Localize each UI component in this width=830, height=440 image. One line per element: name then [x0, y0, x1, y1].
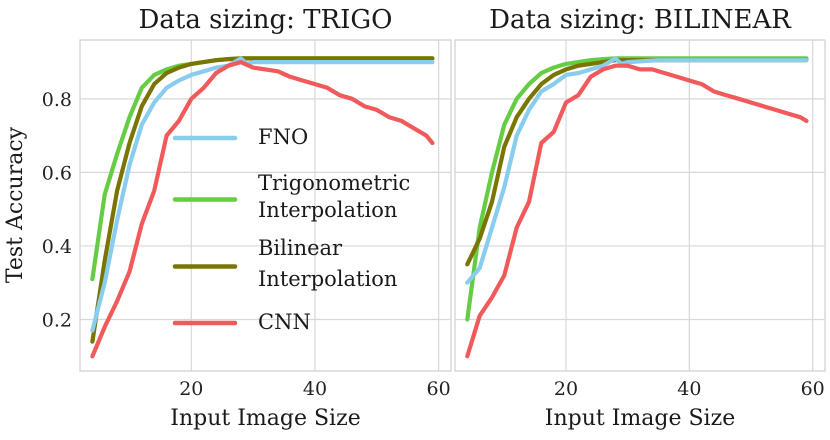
legend-label: Trigonometric: [258, 171, 410, 195]
x-tick-label: 40: [303, 378, 327, 400]
legend-label: Interpolation: [258, 267, 397, 291]
series-line-cnn: [90, 59, 435, 359]
y-tick-label: 0.2: [42, 310, 72, 332]
y-tick-label: 0.6: [42, 162, 72, 184]
chart-title: Data sizing: TRIGO: [139, 5, 393, 35]
legend-entry: CNN: [172, 310, 311, 334]
y-tick-label: 0.8: [42, 89, 72, 111]
chart-panel-2: 20 40 60 Data sizing: BILINEAR Input Image S…: [454, 5, 826, 431]
chart-panel-1: 20 40 60 0.2 0.4 0.6 0.8 Data sizing: TRIGO Inpu…: [42, 5, 452, 431]
x-tick-label: 60: [801, 378, 825, 400]
legend: FNO Trigonometric Interpolation Bilinear Int…: [172, 125, 410, 334]
legend-entry: FNO: [172, 125, 308, 149]
chart-title: Data sizing: BILINEAR: [489, 5, 792, 35]
plot-area: [79, 39, 452, 372]
series-line-fno: [90, 56, 435, 333]
x-axis-label: Input Image Size: [170, 406, 360, 431]
y-axis-label: Test Accuracy: [3, 126, 28, 283]
x-tick-label: 60: [427, 378, 451, 400]
legend-label: FNO: [258, 125, 308, 149]
x-tick-label: 20: [179, 378, 203, 400]
legend-entry: Trigonometric Interpolation: [172, 171, 410, 222]
x-tick-label: 20: [554, 378, 578, 400]
legend-label: Interpolation: [258, 198, 397, 222]
legend-label: Bilinear: [258, 236, 343, 260]
x-axis-label: Input Image Size: [545, 406, 735, 431]
x-tick-label: 40: [677, 378, 701, 400]
series-line-bilinear-interpolation: [90, 56, 435, 344]
plot-area: [454, 39, 826, 372]
legend-entry: Bilinear Interpolation: [172, 236, 397, 291]
series-line-cnn: [465, 63, 809, 359]
y-tick-label: 0.4: [42, 236, 72, 258]
legend-label: CNN: [258, 310, 311, 334]
series-line-fno: [465, 56, 809, 285]
